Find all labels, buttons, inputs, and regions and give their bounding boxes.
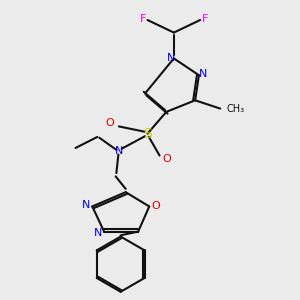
Text: N: N [199, 69, 207, 79]
Text: N: N [115, 146, 123, 156]
Text: O: O [106, 118, 115, 128]
Text: CH₃: CH₃ [226, 103, 245, 114]
Text: F: F [202, 14, 208, 24]
Text: F: F [140, 14, 146, 24]
Text: O: O [162, 154, 171, 164]
Text: N: N [94, 228, 102, 238]
Text: O: O [151, 201, 160, 211]
Text: S: S [143, 127, 152, 141]
Text: N: N [82, 200, 90, 210]
Text: N: N [167, 53, 175, 63]
